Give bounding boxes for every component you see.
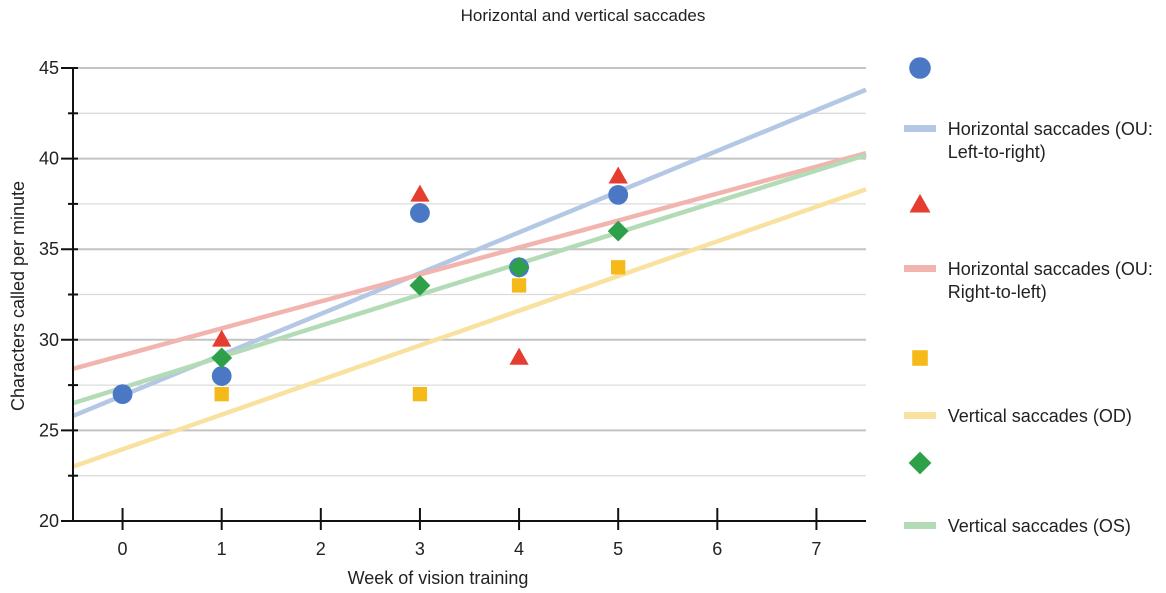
y-tick-label: 45 [39, 58, 59, 78]
x-tick-label: 7 [811, 539, 821, 559]
y-axis-label: Characters called per minute [8, 181, 28, 411]
data-point-circle [211, 366, 232, 386]
data-point-diamond [607, 220, 629, 242]
x-tick-label: 5 [613, 539, 623, 559]
data-point-diamond [409, 274, 431, 296]
y-tick-label: 30 [39, 330, 59, 350]
legend-entry: Vertical saccades (OD) [900, 405, 1166, 428]
x-axis-label: Week of vision training [348, 568, 529, 588]
legend-marker-triangle [900, 187, 1166, 223]
data-point-circle [410, 203, 430, 223]
data-point-circle [112, 384, 133, 405]
data-point-triangle [509, 347, 529, 365]
x-tick-label: 4 [514, 539, 524, 559]
legend-line-swatch [904, 522, 936, 529]
legend-symbol [909, 57, 931, 79]
trendlines [72, 87, 867, 469]
x-tick-label: 3 [415, 539, 425, 559]
legend-entry: Horizontal saccades (OU: Left-to-right) [900, 118, 1166, 164]
x-tick-label: 2 [316, 539, 326, 559]
legend-label: Horizontal saccades (OU: Left-to-right) [947, 119, 1153, 162]
legend-symbol [909, 193, 931, 213]
legend-label: Vertical saccades (OD) [947, 406, 1132, 426]
legend-symbol [912, 350, 928, 366]
trendline [72, 152, 867, 406]
x-tick-label: 0 [118, 539, 128, 559]
grid-lines [73, 67, 866, 477]
data-point-diamond [211, 347, 233, 369]
legend-label: Horizontal saccades (OU: Right-to-left) [947, 259, 1153, 302]
legend-line-swatch [904, 412, 936, 419]
legend-line-swatch [904, 265, 936, 272]
x-tick-label: 6 [712, 539, 722, 559]
y-tick-label: 20 [39, 511, 59, 531]
x-tick-label: 1 [217, 539, 227, 559]
data-point-square [611, 260, 626, 275]
data-point-square [412, 387, 428, 402]
trendline [72, 150, 867, 371]
data-point-circle [608, 184, 629, 205]
legend-marker-circle [900, 50, 1166, 86]
legend-line-swatch [904, 125, 936, 132]
data-point-square [511, 278, 527, 293]
legend-marker-square [900, 340, 1166, 376]
data-point-triangle [608, 166, 628, 184]
y-tick-label: 40 [39, 149, 59, 169]
data-point-triangle [410, 184, 430, 202]
y-tick-label: 35 [39, 239, 59, 259]
legend-marker-diamond [900, 445, 1166, 481]
chart-title: Horizontal and vertical saccades [460, 6, 706, 25]
y-tick-label: 25 [39, 420, 59, 440]
trendline [72, 187, 867, 469]
data-point-square [214, 387, 229, 402]
data-point-diamond [508, 256, 530, 278]
data-point-triangle [212, 329, 232, 347]
legend-entry: Vertical saccades (OS) [900, 515, 1166, 538]
data-points [112, 166, 629, 405]
legend-label: Vertical saccades (OS) [947, 516, 1131, 536]
legend-symbol [908, 451, 932, 475]
legend-entry: Horizontal saccades (OU: Right-to-left) [900, 258, 1166, 304]
axes [61, 67, 866, 530]
